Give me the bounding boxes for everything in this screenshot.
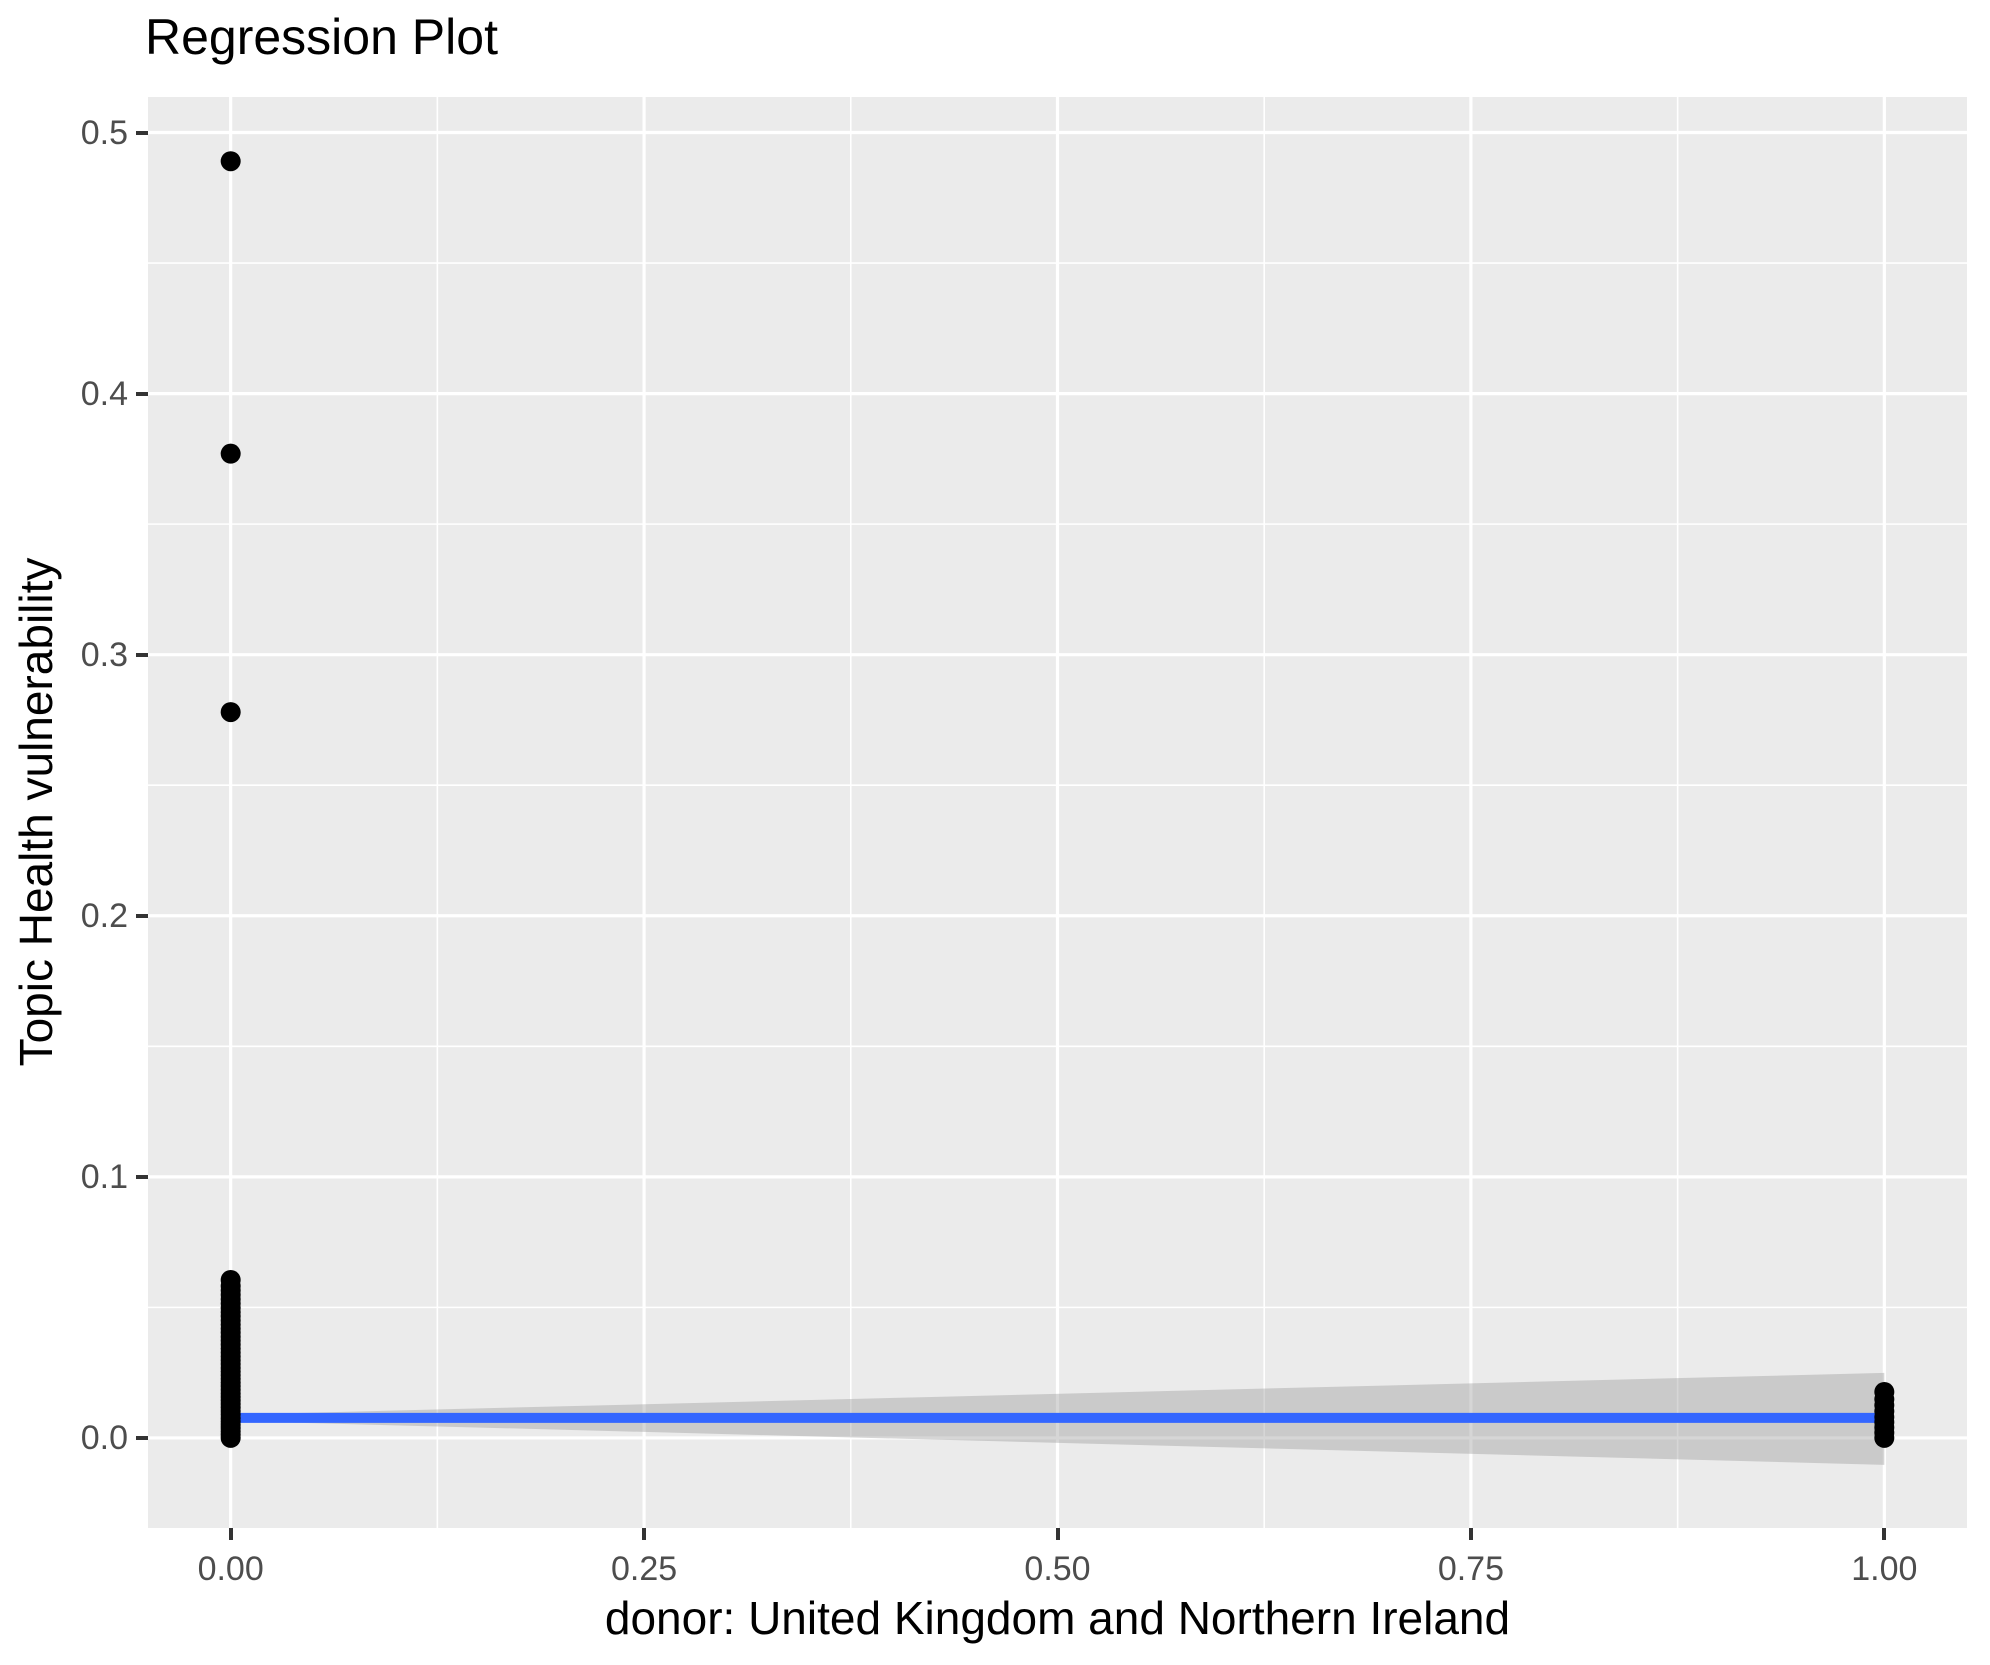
y-tick-label: 0.2 <box>80 896 128 935</box>
x-tick-mark <box>228 1528 233 1540</box>
y-tick-mark <box>136 652 148 657</box>
data-point <box>220 151 241 172</box>
y-tick-mark <box>136 1435 148 1440</box>
y-tick-label: 0.1 <box>80 1157 128 1196</box>
y-tick-label: 0.0 <box>80 1418 128 1457</box>
y-axis-title: Topic Health vulnerability <box>10 557 62 1067</box>
y-tick-mark <box>136 130 148 135</box>
x-tick-mark <box>642 1528 647 1540</box>
data-point <box>220 702 241 723</box>
x-tick-label: 0.00 <box>197 1550 264 1588</box>
panel-svg <box>148 97 1967 1528</box>
x-tick-label: 0.25 <box>610 1550 678 1588</box>
x-tick-label: 0.50 <box>1024 1550 1091 1588</box>
y-tick-label: 0.5 <box>80 113 128 152</box>
data-point <box>220 443 241 464</box>
y-tick-mark <box>136 391 148 396</box>
y-tick-mark <box>136 1174 148 1179</box>
x-tick-mark <box>1882 1528 1887 1540</box>
data-point <box>1874 1381 1895 1402</box>
x-tick-mark <box>1468 1528 1473 1540</box>
plot-panel <box>148 97 1967 1528</box>
x-tick-label: 0.75 <box>1437 1550 1504 1588</box>
x-axis-title: donor: United Kingdom and Northern Irela… <box>604 1592 1511 1644</box>
plot-title: Regression Plot <box>145 9 498 65</box>
data-point <box>220 1269 241 1290</box>
y-tick-label: 0.3 <box>80 635 128 674</box>
y-tick-label: 0.4 <box>80 374 128 413</box>
y-tick-mark <box>136 913 148 918</box>
x-tick-mark <box>1055 1528 1060 1540</box>
x-tick-label: 1.00 <box>1851 1550 1918 1588</box>
